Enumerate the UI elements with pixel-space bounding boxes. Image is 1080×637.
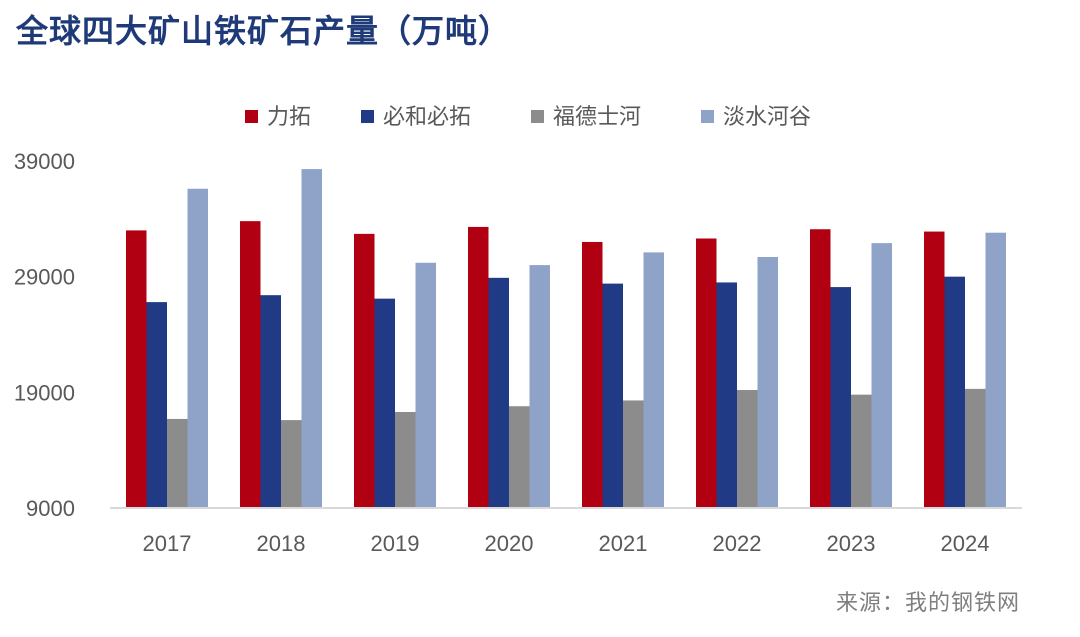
legend-swatch: [245, 110, 258, 123]
bar-2022-series-2: [737, 390, 758, 508]
legend-swatch: [531, 110, 544, 123]
bar-2024-series-2: [965, 388, 986, 508]
x-tick-label: 2023: [827, 531, 876, 556]
bar-2023-series-0: [810, 229, 831, 508]
bar-2020-series-1: [488, 277, 509, 508]
bar-2023-series-1: [830, 287, 851, 508]
bar-2017-series-2: [167, 418, 188, 508]
bar-2022-series-0: [696, 238, 717, 508]
legend-swatch: [361, 110, 374, 123]
y-tick-label: 19000: [14, 380, 75, 405]
bar-2017-series-3: [187, 188, 208, 508]
x-axis: 2017 2018 2019 2020 2021 2022 2023 2024: [110, 507, 1022, 556]
bar-2022-series-1: [716, 282, 737, 508]
y-axis: 9000 19000 29000 39000: [14, 149, 75, 521]
bar-2020-series-3: [529, 265, 550, 508]
y-tick-label: 29000: [14, 265, 75, 290]
bar-2021-series-2: [623, 400, 644, 508]
bar-2021-series-1: [602, 283, 623, 508]
x-tick-label: 2019: [371, 531, 420, 556]
bar-2017-series-1: [146, 302, 167, 508]
x-tick-label: 2020: [485, 531, 534, 556]
legend-label: 必和必拓: [383, 105, 471, 130]
x-tick-label: 2021: [599, 531, 648, 556]
bar-2019-series-2: [395, 411, 416, 508]
chart-title: 全球四大矿山铁矿石产量（万吨）: [16, 12, 512, 50]
bar-2024-series-1: [944, 276, 965, 508]
source-note: 来源：我的钢铁网: [835, 591, 1020, 616]
bar-2023-series-3: [871, 243, 892, 508]
bar-2021-series-3: [643, 252, 664, 508]
x-tick-label: 2024: [941, 531, 990, 556]
x-tick-label: 2022: [713, 531, 762, 556]
legend: 力拓 必和必拓 福德士河 淡水河谷: [245, 105, 811, 130]
bars: [126, 169, 1006, 509]
bar-2024-series-0: [924, 231, 945, 508]
bar-2019-series-1: [374, 298, 395, 508]
legend-label: 福德士河: [553, 105, 641, 130]
legend-swatch: [701, 110, 714, 123]
x-tick-label: 2018: [257, 531, 306, 556]
bar-2018-series-1: [260, 295, 281, 508]
bar-2018-series-3: [301, 169, 322, 508]
bar-2019-series-0: [354, 233, 375, 508]
bar-2024-series-3: [985, 232, 1006, 509]
bar-2020-series-0: [468, 226, 489, 508]
bar-2020-series-2: [509, 406, 530, 508]
bar-2018-series-0: [240, 221, 261, 508]
bar-2018-series-2: [281, 420, 302, 508]
y-tick-label: 9000: [26, 496, 75, 521]
bar-2023-series-2: [851, 394, 872, 508]
x-tick-label: 2017: [143, 531, 192, 556]
bar-2021-series-0: [582, 241, 603, 508]
bar-2017-series-0: [126, 230, 147, 508]
legend-label: 淡水河谷: [723, 105, 811, 130]
y-tick-label: 39000: [14, 149, 75, 174]
legend-label: 力拓: [267, 105, 311, 130]
bar-2019-series-3: [415, 262, 436, 508]
bar-2022-series-3: [757, 257, 778, 508]
